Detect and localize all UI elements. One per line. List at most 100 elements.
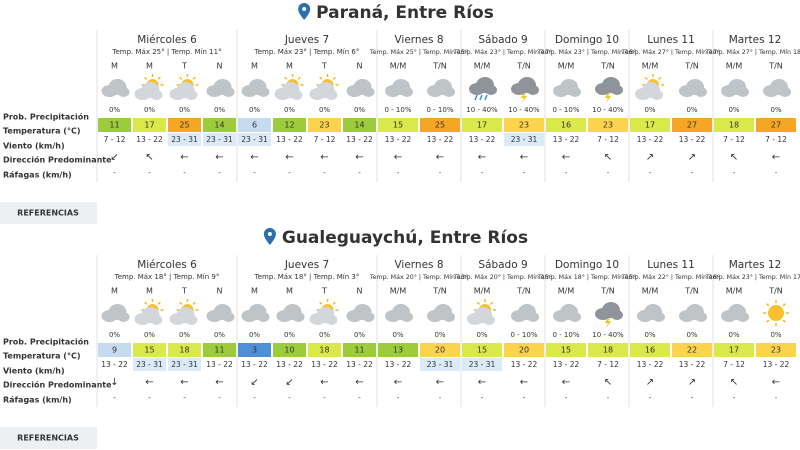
weather-icon xyxy=(169,74,199,100)
sun-ray xyxy=(192,301,196,305)
period: M/M xyxy=(474,287,491,296)
cloud-part xyxy=(362,312,375,322)
temp: 23 xyxy=(771,346,781,355)
gusts: - xyxy=(607,394,610,402)
direction: ↗ xyxy=(646,377,654,388)
cloud-part xyxy=(737,312,749,322)
day-name: Miércoles 6 xyxy=(137,34,197,46)
direction: ← xyxy=(520,377,528,388)
cloud-part xyxy=(569,87,581,97)
period: M/M xyxy=(558,62,575,71)
precip: 0% xyxy=(354,106,365,114)
references-label: REFERENCIAS xyxy=(17,434,79,443)
precip: 0% xyxy=(354,331,365,339)
temp-cell xyxy=(546,118,586,132)
gusts: - xyxy=(565,394,568,402)
precip: 0 - 10% xyxy=(511,331,538,339)
sun-ray xyxy=(144,301,148,305)
references-button[interactable] xyxy=(0,427,97,449)
gusts: - xyxy=(523,394,526,402)
weather-icon xyxy=(385,79,413,97)
period: M/M xyxy=(726,62,743,71)
gusts: - xyxy=(397,394,400,402)
wind: 13 - 22 xyxy=(679,135,706,144)
day-summary: Temp. Máx 27° | Temp. Mín 17° xyxy=(621,48,720,56)
references-button[interactable] xyxy=(0,202,97,224)
day-name: Sábado 9 xyxy=(478,34,527,46)
temp: 18 xyxy=(319,346,329,355)
wind: 13 - 22 xyxy=(553,360,580,369)
wind: 13 - 22 xyxy=(101,360,128,369)
temp-cell xyxy=(420,118,460,132)
weather-icon xyxy=(385,304,413,322)
period: M/M xyxy=(642,287,659,296)
weather-icon xyxy=(637,304,665,322)
day-summary: Temp. Máx 22° | Temp. Mín 16° xyxy=(621,273,720,281)
sun-ray xyxy=(766,303,770,307)
cloud-part xyxy=(257,87,270,97)
cloud-part xyxy=(443,312,455,322)
precip: 0% xyxy=(109,331,120,339)
temp: 16 xyxy=(561,121,571,130)
sun-ray xyxy=(144,76,148,80)
temp-cell xyxy=(588,343,628,357)
wind: 13 - 22 xyxy=(553,135,580,144)
row-label: Temperatura (°C) xyxy=(3,127,80,136)
bolt xyxy=(605,93,611,103)
period: T xyxy=(181,62,187,71)
wind: 13 - 22 xyxy=(136,135,163,144)
direction: ← xyxy=(355,152,363,163)
temp: 17 xyxy=(477,121,487,130)
temp-cell xyxy=(273,343,306,357)
day-name: Jueves 7 xyxy=(284,34,329,46)
wind: 23 - 31 xyxy=(171,135,198,144)
direction: ← xyxy=(215,377,223,388)
temp-cell xyxy=(546,343,586,357)
wind: 13 - 22 xyxy=(385,360,412,369)
temp-cell xyxy=(133,118,166,132)
gusts: - xyxy=(775,394,778,402)
wind-cell xyxy=(504,133,544,146)
weather-icon xyxy=(763,79,791,97)
wind: 13 - 22 xyxy=(241,360,268,369)
sun-ray xyxy=(332,301,336,305)
row-label: Viento (km/h) xyxy=(3,142,65,151)
temp: 11 xyxy=(214,346,224,355)
gusts: - xyxy=(439,394,442,402)
cloud-part xyxy=(485,85,497,95)
period: T/N xyxy=(432,62,447,71)
period: M xyxy=(286,287,293,296)
period: T/N xyxy=(684,287,699,296)
weather-icon xyxy=(721,304,749,322)
sun-ray xyxy=(157,76,161,80)
period: M/M xyxy=(642,62,659,71)
period: M xyxy=(251,287,258,296)
temp-cell xyxy=(714,343,754,357)
period: T xyxy=(321,287,327,296)
wind: 13 - 22 xyxy=(276,360,303,369)
period: M xyxy=(146,62,153,71)
direction: ← xyxy=(394,152,402,163)
wind: 23 - 31 xyxy=(136,360,163,369)
weather-icon xyxy=(309,299,339,325)
temp-cell xyxy=(504,118,544,132)
temp-cell xyxy=(238,343,271,357)
temp: 20 xyxy=(519,346,529,355)
cloud-part xyxy=(150,90,163,100)
period: M xyxy=(146,287,153,296)
direction: ← xyxy=(562,152,570,163)
temp-cell xyxy=(462,118,502,132)
cloud-part xyxy=(290,90,303,100)
day-name: Lunes 11 xyxy=(647,34,695,46)
precip: 0% xyxy=(319,331,330,339)
day-summary: Temp. Máx 23° | Temp. Mín 17° xyxy=(453,48,552,56)
wind-cell xyxy=(238,133,271,146)
cloud-part xyxy=(483,315,495,325)
sun-ray xyxy=(179,76,183,80)
weather-icon xyxy=(276,304,305,322)
wind-cell xyxy=(168,133,201,146)
temp: 11 xyxy=(354,346,364,355)
row-label: Temperatura (°C) xyxy=(3,352,80,361)
sun-ray xyxy=(319,301,323,305)
period: M xyxy=(286,62,293,71)
